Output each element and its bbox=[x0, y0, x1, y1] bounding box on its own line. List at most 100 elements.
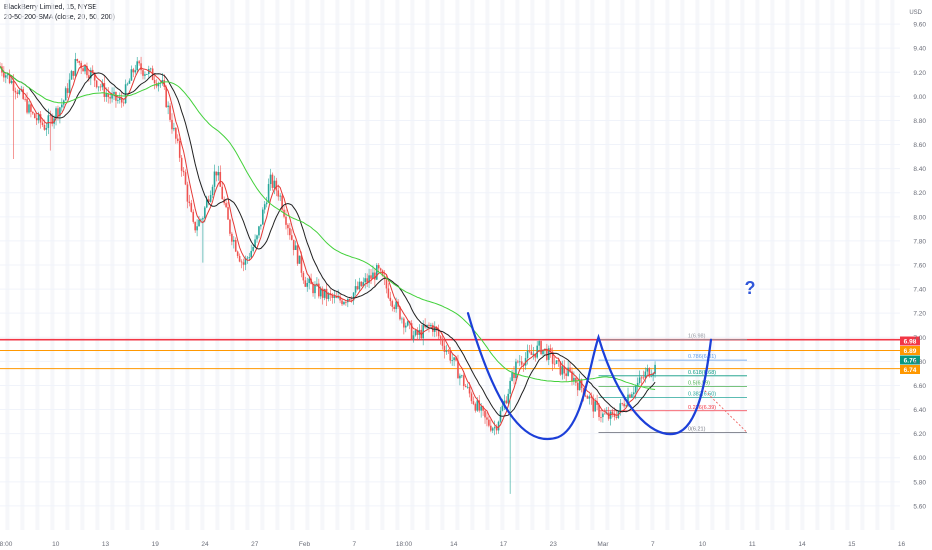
candle-body bbox=[602, 413, 604, 418]
fib-level-label: 0.5(6.59) bbox=[688, 381, 710, 387]
candle-body bbox=[594, 401, 596, 412]
candle-body bbox=[563, 366, 566, 374]
candle-body bbox=[256, 235, 258, 240]
candle-body bbox=[200, 219, 202, 221]
candle-body bbox=[205, 199, 208, 208]
candle-body bbox=[273, 180, 276, 188]
candle-body bbox=[515, 361, 517, 379]
candle-body bbox=[61, 104, 63, 108]
candle-body bbox=[404, 325, 407, 328]
candle-body bbox=[312, 284, 314, 294]
candle-body bbox=[45, 127, 48, 130]
candle-body bbox=[414, 330, 417, 336]
candle-body bbox=[565, 373, 567, 376]
candle-body bbox=[107, 94, 110, 98]
candle-body bbox=[551, 351, 554, 364]
candle-body bbox=[292, 239, 295, 251]
candle-body bbox=[497, 421, 500, 431]
candle-body bbox=[236, 251, 239, 256]
candle-body bbox=[652, 373, 654, 376]
candle-body bbox=[403, 318, 405, 328]
price-tick-label: 6.60 bbox=[913, 383, 926, 390]
price-tick-label: 6.00 bbox=[913, 455, 926, 462]
candle-body bbox=[428, 324, 430, 327]
candle-body bbox=[486, 417, 488, 420]
candle-body bbox=[285, 216, 287, 225]
candle-body bbox=[209, 194, 212, 202]
candle-body bbox=[184, 172, 187, 185]
candle-body bbox=[368, 275, 370, 283]
candle-body bbox=[39, 114, 42, 123]
candle-body bbox=[142, 70, 144, 76]
candle-body bbox=[393, 306, 395, 310]
candle-body bbox=[318, 283, 320, 297]
price-tick-label: 7.60 bbox=[913, 263, 926, 270]
candle-body bbox=[90, 69, 92, 79]
candle-body bbox=[640, 377, 643, 379]
candle-body bbox=[546, 348, 548, 360]
time-tick-label: 7 bbox=[352, 541, 356, 548]
candle-body bbox=[176, 138, 179, 141]
time-tick-label: 24 bbox=[201, 541, 209, 548]
candle-body bbox=[302, 272, 305, 281]
candle-body bbox=[321, 288, 324, 298]
candle-body bbox=[387, 288, 390, 298]
candle-body bbox=[540, 341, 542, 355]
sma-50-line bbox=[0, 66, 656, 417]
candle-body bbox=[84, 66, 86, 72]
candle-body bbox=[66, 88, 69, 93]
moving-averages bbox=[0, 64, 656, 428]
candle-body bbox=[221, 186, 224, 200]
candle-body bbox=[441, 338, 444, 346]
price-tick-label: 5.60 bbox=[913, 503, 926, 510]
candle-body bbox=[165, 86, 167, 108]
candle-body bbox=[306, 282, 309, 287]
candle-body bbox=[648, 368, 651, 377]
candle-body bbox=[443, 345, 446, 352]
candle-body bbox=[447, 350, 450, 352]
candle-body bbox=[6, 74, 9, 76]
candle-body bbox=[308, 278, 310, 283]
candle-body bbox=[389, 297, 392, 302]
candle-body bbox=[8, 74, 11, 84]
time-tick-label: Mar bbox=[597, 541, 609, 548]
candle-body bbox=[146, 73, 148, 75]
candle-body bbox=[265, 202, 268, 205]
candle-body bbox=[117, 99, 119, 101]
candle-body bbox=[263, 204, 266, 210]
candle-body bbox=[619, 403, 622, 411]
candle-body bbox=[91, 69, 94, 73]
level-price-tag bbox=[900, 346, 920, 355]
candle-body bbox=[49, 115, 52, 117]
candle-body bbox=[509, 380, 511, 394]
level-price-label: 6.89 bbox=[904, 348, 917, 355]
candle-body bbox=[149, 68, 152, 70]
candle-body bbox=[171, 119, 173, 130]
candle-body bbox=[128, 80, 131, 84]
candle-body bbox=[111, 94, 113, 99]
grid bbox=[0, 23, 900, 507]
candle-body bbox=[18, 90, 21, 95]
candle-body bbox=[596, 401, 598, 405]
candle-body bbox=[451, 360, 453, 361]
candle-body bbox=[55, 108, 57, 119]
candle-body bbox=[490, 425, 492, 431]
candle-body bbox=[356, 286, 359, 290]
candle-body bbox=[37, 114, 40, 121]
candle-body bbox=[588, 396, 591, 399]
candle-body bbox=[134, 70, 137, 73]
level-price-tag bbox=[900, 365, 920, 374]
time-tick-label: Feb bbox=[299, 541, 311, 548]
candle-body bbox=[354, 286, 357, 293]
level-price-label: 6.74 bbox=[904, 367, 917, 374]
price-tick-label: 6.20 bbox=[913, 431, 926, 438]
candle-body bbox=[296, 245, 299, 264]
candle-body bbox=[478, 400, 481, 411]
candle-body bbox=[636, 382, 639, 386]
candle-body bbox=[95, 80, 98, 88]
candle-body bbox=[553, 363, 556, 365]
candle-body bbox=[634, 385, 637, 393]
candle-body bbox=[99, 86, 102, 88]
candle-body bbox=[248, 257, 251, 259]
